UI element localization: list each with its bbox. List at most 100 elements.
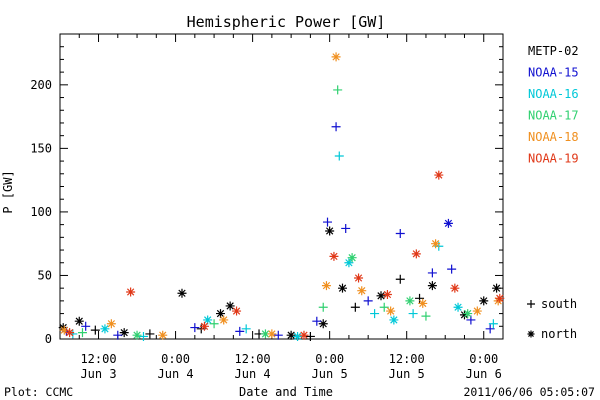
- data-point-metp-02-20: [459, 310, 469, 320]
- data-point-noaa-15-3: [190, 323, 200, 333]
- data-point-noaa-18-4: [267, 329, 277, 339]
- x-tick-label-date: Jun 6: [466, 367, 502, 381]
- data-point-noaa-15-1: [81, 321, 91, 331]
- data-point-noaa-17-10: [463, 309, 473, 319]
- data-point-noaa-15-16: [485, 324, 495, 334]
- x-tick-label-time: 12:00: [235, 352, 271, 366]
- data-point-noaa-18-12: [493, 296, 503, 306]
- data-point-metp-02-21: [479, 296, 489, 306]
- data-point-metp-02-15: [350, 302, 360, 312]
- data-point-metp-02-11: [305, 331, 315, 341]
- data-point-noaa-16-4: [241, 324, 251, 334]
- data-point-noaa-17-7: [379, 302, 389, 312]
- data-point-noaa-19-10: [450, 283, 460, 293]
- data-point-noaa-16-3: [203, 315, 213, 325]
- data-point-noaa-16-8: [370, 309, 380, 319]
- data-point-noaa-16-12: [453, 302, 463, 312]
- data-point-metp-02-5: [177, 288, 187, 298]
- legend-entry-metp-02: METP-02: [528, 44, 579, 58]
- data-point-noaa-15-9: [341, 223, 351, 233]
- data-point-noaa-17-6: [347, 253, 357, 263]
- data-point-metp-02-4: [145, 329, 155, 339]
- data-point-noaa-15-14: [447, 264, 457, 274]
- y-axis: 0 50 100 150 200: [30, 33, 503, 346]
- data-point-noaa-15-2: [113, 330, 123, 340]
- data-point-noaa-15-8: [331, 122, 341, 132]
- data-point-noaa-19-7: [382, 290, 392, 300]
- y-tick-label: 50: [38, 268, 52, 282]
- data-point-noaa-18-11: [472, 306, 482, 316]
- data-point-metp-02-3: [119, 328, 129, 338]
- marker-legend-north: north: [527, 327, 577, 341]
- data-point-noaa-18-1: [106, 319, 116, 329]
- data-point-metp-02-17: [395, 274, 405, 284]
- data-point-noaa-16-6: [334, 151, 344, 161]
- data-points: [58, 52, 505, 341]
- data-point-noaa-17-4: [318, 302, 328, 312]
- data-point-noaa-19-2: [199, 321, 209, 331]
- data-point-metp-02-8: [225, 301, 235, 311]
- data-point-metp-02-18: [415, 293, 425, 303]
- marker-legend-south: south: [527, 297, 577, 311]
- data-point-noaa-19-0: [65, 328, 75, 338]
- data-point-noaa-17-2: [209, 319, 219, 329]
- y-axis-label: P [GW]: [1, 170, 15, 213]
- legend-entry-noaa-19: NOAA-19: [528, 152, 579, 166]
- data-point-noaa-19-11: [495, 293, 505, 303]
- data-point-metp-02-16: [376, 291, 386, 301]
- data-point-noaa-15-6: [312, 316, 322, 326]
- data-point-metp-02-14: [337, 283, 347, 293]
- data-point-noaa-15-7: [323, 217, 333, 227]
- x-tick-label-date: Jun 4: [235, 367, 271, 381]
- data-point-noaa-18-6: [331, 52, 341, 62]
- data-point-noaa-18-0: [59, 325, 69, 335]
- data-point-metp-02-22: [492, 283, 502, 293]
- data-point-noaa-15-15: [466, 315, 476, 325]
- data-point-noaa-19-6: [354, 273, 364, 283]
- data-point-noaa-15-10: [363, 296, 373, 306]
- data-point-noaa-16-10: [408, 309, 418, 319]
- y-tick-label: 200: [30, 78, 52, 92]
- x-tick-label-time: 12:00: [389, 352, 425, 366]
- data-point-noaa-17-5: [333, 85, 343, 95]
- x-tick-label-date: Jun 4: [158, 367, 194, 381]
- legend-entry-noaa-18: NOAA-18: [528, 130, 579, 144]
- data-point-noaa-19-3: [232, 306, 242, 316]
- data-point-noaa-17-1: [132, 330, 142, 340]
- data-point-noaa-18-7: [357, 286, 367, 296]
- data-point-noaa-18-10: [431, 239, 441, 249]
- data-point-metp-02-12: [318, 319, 328, 329]
- x-tick-label-date: Jun 3: [80, 367, 116, 381]
- data-point-metp-02-1: [74, 316, 84, 326]
- data-point-noaa-18-9: [418, 298, 428, 308]
- data-point-noaa-19-9: [434, 170, 444, 180]
- data-point-noaa-16-9: [389, 315, 399, 325]
- data-point-noaa-17-8: [405, 296, 415, 306]
- data-point-metp-02-13: [325, 226, 335, 236]
- x-tick-label-time: 0:00: [315, 352, 344, 366]
- y-axis-label-group: P [GW]: [1, 170, 15, 213]
- data-point-noaa-17-3: [260, 329, 270, 339]
- data-point-noaa-19-5: [329, 251, 339, 261]
- x-axis-label: Date and Time: [239, 385, 333, 399]
- data-point-metp-02-2: [90, 325, 100, 335]
- marker-legend-label: south: [541, 297, 577, 311]
- data-point-noaa-19-4: [299, 330, 309, 340]
- legend-entry-noaa-16: NOAA-16: [528, 87, 579, 101]
- footer-timestamp: 2011/06/06 05:05:07: [463, 385, 595, 399]
- data-point-noaa-15-11: [395, 229, 405, 239]
- data-point-noaa-17-9: [421, 311, 431, 321]
- chart-title: Hemispheric Power [GW]: [187, 13, 386, 31]
- y-tick-label: 150: [30, 141, 52, 155]
- x-tick-label-date: Jun 5: [312, 367, 348, 381]
- data-point-metp-02-19: [427, 281, 437, 291]
- data-point-noaa-15-5: [273, 330, 283, 340]
- data-point-metp-02-0: [58, 323, 68, 333]
- data-point-noaa-18-3: [219, 315, 229, 325]
- data-point-noaa-17-0: [77, 328, 87, 338]
- data-point-noaa-15-4: [235, 326, 245, 336]
- legend: METP-02 NOAA-15 NOAA-16 NOAA-17 NOAA-18 NOAA-…: [528, 44, 579, 166]
- data-point-noaa-16-13: [488, 319, 498, 329]
- data-point-noaa-15-13: [443, 218, 453, 228]
